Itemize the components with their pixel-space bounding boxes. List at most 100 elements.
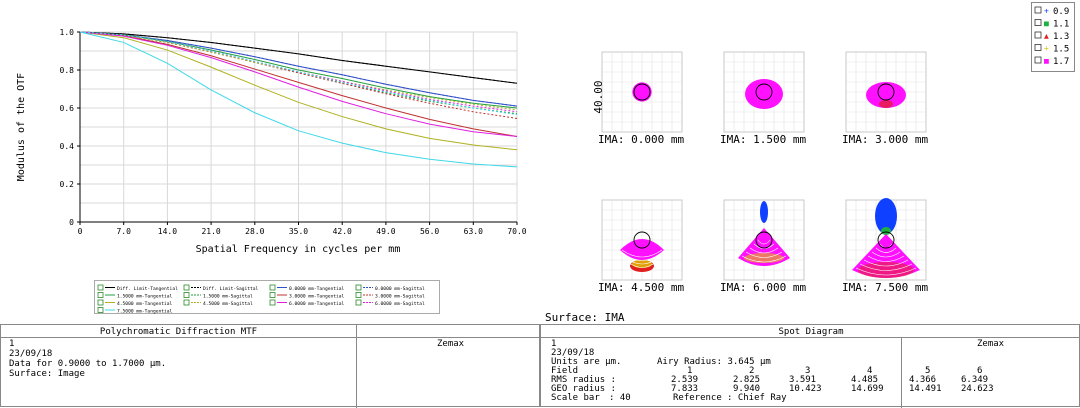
- spot-panel-index: 1: [551, 339, 557, 349]
- spot-airy-circle: [755, 83, 773, 101]
- spot-field-number: 6: [977, 366, 983, 376]
- mtf-x-axis-label: Spatial Frequency in cycles per mm: [196, 244, 401, 255]
- wl-legend-marker: +: [1044, 7, 1049, 16]
- spot-pattern: [881, 227, 891, 235]
- spot-scale-bar-value: : 40: [609, 393, 631, 403]
- spot-field-number: 5: [925, 366, 931, 376]
- wl-legend-label: 1.5: [1053, 45, 1069, 55]
- mtf-legend-label: 3.0000 mm-Sagittal: [375, 294, 425, 300]
- mtf-legend-label: 6.0000 mm-Tangential: [289, 301, 345, 307]
- wl-legend-label: 0.9: [1053, 7, 1069, 17]
- mtf-legend-checkbox: [355, 299, 362, 306]
- spot-field-label: Field: [551, 366, 579, 376]
- spot-info-panel: Spot Diagram Zemax 1 23/09/18 Units are …: [540, 324, 1080, 408]
- wl-legend-label: 1.1: [1053, 20, 1069, 30]
- spot-pattern: [625, 257, 659, 265]
- spot-rms-value: 2.539: [671, 375, 699, 385]
- spot-pattern: [858, 262, 914, 278]
- spot-field-number: 3: [805, 366, 811, 376]
- wl-legend-marker: +: [1044, 44, 1049, 53]
- spot-pattern: [859, 263, 913, 271]
- mtf-y-tick-label: 0.4: [60, 142, 75, 151]
- mtf-x-tick-label: 70.0: [507, 227, 526, 236]
- mtf-x-tick-label: 63.0: [464, 227, 483, 236]
- wl-legend-checkbox: [1034, 31, 1042, 39]
- mtf-legend-checkbox: [355, 292, 362, 298]
- wl-legend-checkbox: [1034, 56, 1042, 64]
- spot-panel-company: Zemax: [977, 339, 1005, 349]
- spot-airy-circle: [633, 83, 651, 101]
- mtf-legend-label: Diff. Limit-Sagittal: [203, 286, 259, 292]
- mtf-panel-company: Zemax: [437, 339, 465, 349]
- mtf-series-line: [79, 31, 518, 137]
- spot-pattern: [632, 82, 652, 102]
- spot-rms-value: 2.825: [733, 375, 761, 385]
- mtf-legend-checkbox: [269, 284, 276, 291]
- mtf-y-tick-label: 1.0: [60, 28, 75, 37]
- mtf-legend-label: 4.5000 mm-Tangential: [117, 301, 173, 307]
- mtf-series-line: [79, 31, 518, 84]
- spot-field-number: 2: [749, 366, 755, 376]
- mtf-x-tick-label: 14.0: [158, 227, 177, 236]
- spot-geo-value: 9.940: [733, 384, 761, 394]
- mtf-series-line: [79, 31, 518, 111]
- wl-legend-checkbox: [1034, 6, 1042, 14]
- mtf-legend-checkbox: [183, 299, 190, 306]
- mtf-legend-label: 1.5000 mm-Sagittal: [203, 294, 253, 300]
- wavelength-legend: +0.9 ■ 1.1 ▲ 1.3 +1.5 ■ 1.7: [1031, 2, 1075, 72]
- spot-field-label: IMA: 0.000 mm: [598, 133, 684, 146]
- mtf-panel-date: 23/09/18: [9, 349, 53, 359]
- spot-pattern: [875, 198, 897, 234]
- spot-rms-value: 3.591: [789, 375, 817, 385]
- mtf-legend-label: 7.5000 mm-Tangential: [117, 309, 173, 315]
- mtf-legend-checkbox: [97, 292, 104, 298]
- mtf-panel-title: Polychromatic Diffraction MTF: [99, 327, 258, 337]
- mtf-x-tick-label: 7.0: [116, 227, 131, 236]
- spot-field-label: IMA: 6.000 mm: [720, 281, 806, 294]
- spot-panel-title: Spot Diagram: [778, 327, 844, 337]
- mtf-y-tick-label: 0.8: [60, 66, 75, 75]
- spot-pattern: [855, 267, 917, 276]
- spot-field-cell: IMA: 0.000 mm: [598, 51, 684, 146]
- mtf-legend-checkbox: [97, 307, 104, 313]
- mtf-series-line: [79, 31, 518, 151]
- mtf-legend-checkbox: [355, 284, 362, 291]
- spot-reference-label: Reference: [673, 393, 722, 403]
- mtf-legend-label: 3.0000 mm-Tangential: [289, 294, 345, 300]
- wl-legend-marker: ■: [1044, 57, 1049, 66]
- spot-field-label: IMA: 7.500 mm: [842, 281, 928, 294]
- mtf-grid: [79, 31, 518, 223]
- mtf-series-line: [79, 31, 518, 116]
- spot-field-number: 4: [867, 366, 873, 376]
- spot-rms-value: 4.485: [851, 375, 879, 385]
- mtf-x-tick-label: 56.0: [420, 227, 439, 236]
- wl-legend-label: 1.3: [1053, 32, 1069, 42]
- spot-pattern: [745, 79, 783, 109]
- mtf-info-panel: Polychromatic Diffraction MTF Zemax 1 23…: [0, 324, 541, 408]
- spot-reference-value: : Chief Ray: [727, 393, 787, 403]
- spot-geo-value: 10.423: [789, 384, 822, 394]
- spot-field-number: 1: [687, 366, 693, 376]
- wl-legend-marker: ■: [1044, 19, 1049, 28]
- spot-pattern: [621, 249, 663, 258]
- spot-field-label: IMA: 4.500 mm: [598, 281, 684, 294]
- mtf-x-tick-label: 28.0: [245, 227, 264, 236]
- spot-pattern: [745, 251, 783, 258]
- mtf-x-tick-label: 42.0: [333, 227, 352, 236]
- spot-pattern: [753, 243, 775, 249]
- spot-field-cell: IMA: 1.500 mm: [720, 51, 806, 146]
- mtf-legend-checkbox: [97, 299, 104, 306]
- spot-pattern: [879, 100, 893, 108]
- spot-diagram: IMA: 0.000 mm IMA: 1.500 mm IMA: 3.000 mm I…: [592, 51, 928, 294]
- mtf-ticks: 0 7.0 14.0 21.0 28.0 35.0 42.0 49.0 56.0 63.0 70.0…: [60, 28, 527, 236]
- spot-pattern: [863, 259, 909, 267]
- mtf-legend-checkbox: [97, 284, 104, 291]
- spot-scale-bar-label: Scale bar: [551, 393, 600, 403]
- wl-legend-label: 1.7: [1053, 57, 1069, 67]
- mtf-x-tick-label: 35.0: [289, 227, 308, 236]
- spot-panel-date: 23/09/18: [551, 348, 595, 358]
- spot-pattern: [871, 251, 901, 258]
- wl-legend-checkbox: [1034, 19, 1042, 26]
- mtf-legend-label: Diff. Limit-Tangential: [117, 286, 178, 292]
- spot-airy-circle: [877, 231, 895, 249]
